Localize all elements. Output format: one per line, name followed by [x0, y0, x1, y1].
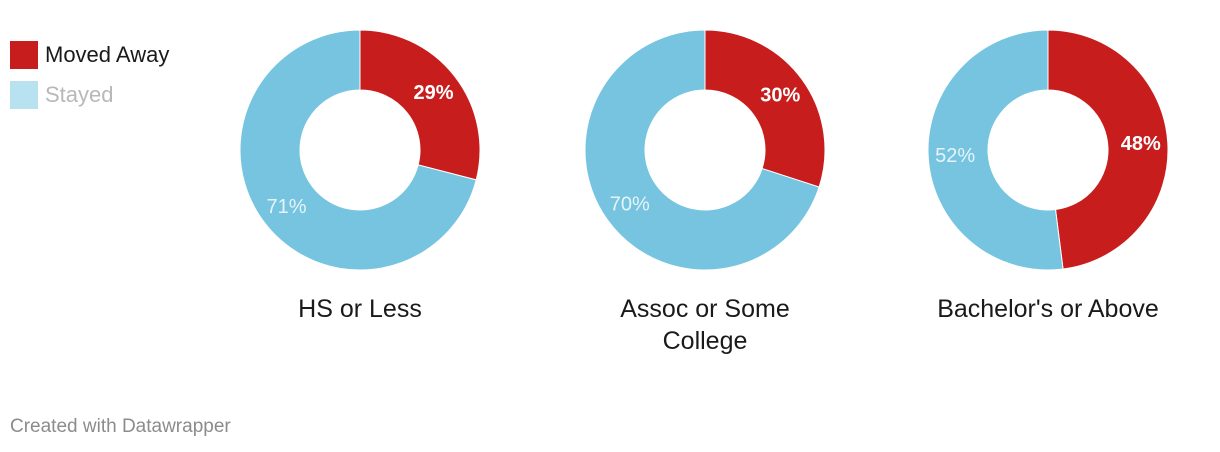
- slice-stayed-assoc-or-some-college[interactable]: [584, 29, 820, 271]
- donut-title-hs-or-less: HS or Less: [298, 295, 422, 323]
- legend-item-moved-away[interactable]: Moved Away: [10, 40, 169, 70]
- slice-label-stayed-hs-or-less: 71%: [266, 196, 306, 218]
- slice-label-moved-away-hs-or-less: 29%: [413, 82, 453, 104]
- slice-moved-away-hs-or-less[interactable]: [359, 29, 481, 181]
- slice-stayed-bachelor-s-or-above[interactable]: [927, 29, 1064, 271]
- slice-moved-away-bachelor-s-or-above[interactable]: [1047, 29, 1169, 270]
- legend-item-stayed[interactable]: Stayed: [10, 80, 169, 110]
- donut-bachelor-s-or-above: 48% 52% Bachelor's or Above: [927, 29, 1169, 323]
- slice-moved-away-assoc-or-some-college[interactable]: [704, 29, 826, 188]
- slice-label-moved-away-bachelor-s-or-above: 48%: [1121, 133, 1161, 155]
- donut-title-assoc-or-some-college-line-1: Assoc or Some: [620, 295, 790, 323]
- legend-swatch-stayed: [10, 81, 38, 109]
- donut-assoc-or-some-college: 30% 70% Assoc or Some College: [584, 29, 826, 355]
- legend-label-stayed: Stayed: [45, 82, 114, 107]
- donut-charts: 29% 71% HS or Less 30% 70% Assoc or Some Colle…: [239, 29, 1169, 355]
- donut-hs-or-less: 29% 71% HS or Less: [239, 29, 481, 323]
- legend: Moved Away Stayed: [10, 40, 169, 120]
- slice-label-moved-away-assoc-or-some-college: 30%: [760, 84, 800, 106]
- legend-label-moved-away: Moved Away: [45, 42, 170, 67]
- slice-stayed-hs-or-less[interactable]: [239, 29, 477, 271]
- footer-credit: Created with Datawrapper: [10, 416, 231, 437]
- donut-title-assoc-or-some-college-line-2: College: [663, 327, 748, 355]
- donut-title-bachelor-s-or-above: Bachelor's or Above: [937, 295, 1159, 323]
- slice-label-stayed-assoc-or-some-college: 70%: [610, 194, 650, 216]
- slice-label-stayed-bachelor-s-or-above: 52%: [935, 145, 975, 167]
- legend-swatch-moved-away: [10, 41, 38, 69]
